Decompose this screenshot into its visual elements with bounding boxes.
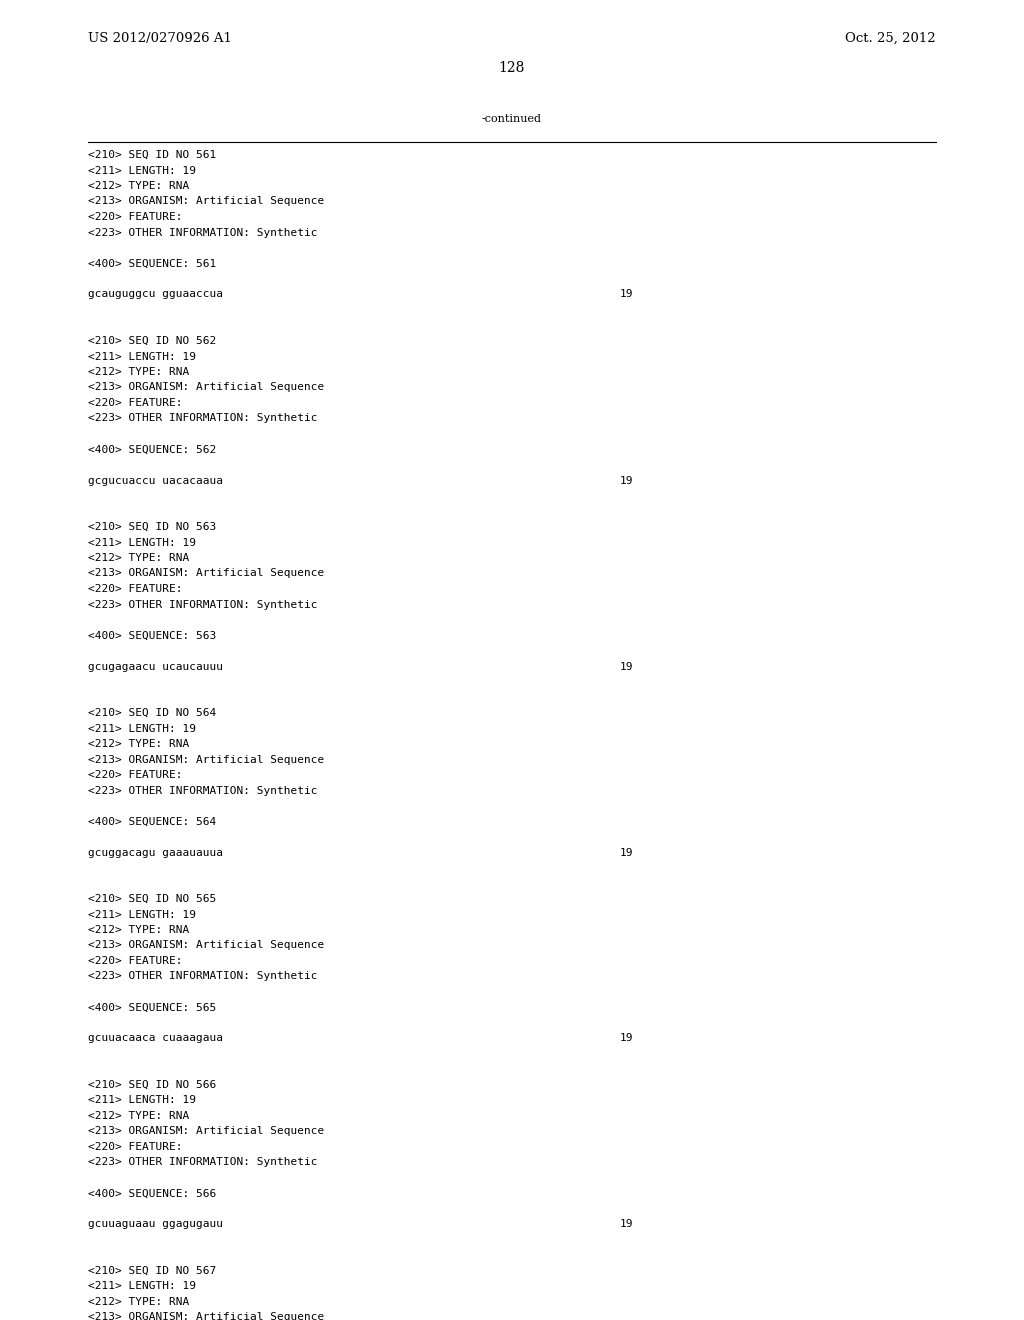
Text: <400> SEQUENCE: 563: <400> SEQUENCE: 563 — [88, 631, 216, 640]
Text: <213> ORGANISM: Artificial Sequence: <213> ORGANISM: Artificial Sequence — [88, 1126, 325, 1137]
Text: <212> TYPE: RNA: <212> TYPE: RNA — [88, 925, 189, 935]
Text: gcgucuaccu uacacaaua: gcgucuaccu uacacaaua — [88, 475, 223, 486]
Text: gcugagaacu ucaucauuu: gcugagaacu ucaucauuu — [88, 661, 223, 672]
Text: -continued: -continued — [482, 114, 542, 124]
Text: <400> SEQUENCE: 564: <400> SEQUENCE: 564 — [88, 817, 216, 826]
Text: gcuuaguaau ggagugauu: gcuuaguaau ggagugauu — [88, 1220, 223, 1229]
Text: <212> TYPE: RNA: <212> TYPE: RNA — [88, 181, 189, 191]
Text: <211> LENGTH: 19: <211> LENGTH: 19 — [88, 351, 196, 362]
Text: <210> SEQ ID NO 567: <210> SEQ ID NO 567 — [88, 1266, 216, 1276]
Text: 19: 19 — [620, 1220, 634, 1229]
Text: gcauguggcu gguaaccua: gcauguggcu gguaaccua — [88, 289, 223, 300]
Text: <220> FEATURE:: <220> FEATURE: — [88, 1142, 182, 1152]
Text: 19: 19 — [620, 289, 634, 300]
Text: <210> SEQ ID NO 562: <210> SEQ ID NO 562 — [88, 337, 216, 346]
Text: <400> SEQUENCE: 561: <400> SEQUENCE: 561 — [88, 259, 216, 268]
Text: 19: 19 — [620, 475, 634, 486]
Text: <210> SEQ ID NO 564: <210> SEQ ID NO 564 — [88, 708, 216, 718]
Text: <212> TYPE: RNA: <212> TYPE: RNA — [88, 367, 189, 378]
Text: <220> FEATURE:: <220> FEATURE: — [88, 583, 182, 594]
Text: <220> FEATURE:: <220> FEATURE: — [88, 213, 182, 222]
Text: <211> LENGTH: 19: <211> LENGTH: 19 — [88, 909, 196, 920]
Text: <223> OTHER INFORMATION: Synthetic: <223> OTHER INFORMATION: Synthetic — [88, 413, 317, 424]
Text: <213> ORGANISM: Artificial Sequence: <213> ORGANISM: Artificial Sequence — [88, 755, 325, 764]
Text: <211> LENGTH: 19: <211> LENGTH: 19 — [88, 1282, 196, 1291]
Text: <400> SEQUENCE: 562: <400> SEQUENCE: 562 — [88, 445, 216, 454]
Text: <213> ORGANISM: Artificial Sequence: <213> ORGANISM: Artificial Sequence — [88, 383, 325, 392]
Text: <213> ORGANISM: Artificial Sequence: <213> ORGANISM: Artificial Sequence — [88, 940, 325, 950]
Text: <210> SEQ ID NO 561: <210> SEQ ID NO 561 — [88, 150, 216, 160]
Text: <223> OTHER INFORMATION: Synthetic: <223> OTHER INFORMATION: Synthetic — [88, 599, 317, 610]
Text: <220> FEATURE:: <220> FEATURE: — [88, 770, 182, 780]
Text: <210> SEQ ID NO 563: <210> SEQ ID NO 563 — [88, 521, 216, 532]
Text: 19: 19 — [620, 1034, 634, 1044]
Text: Oct. 25, 2012: Oct. 25, 2012 — [846, 32, 936, 45]
Text: gcuuacaaca cuaaagaua: gcuuacaaca cuaaagaua — [88, 1034, 223, 1044]
Text: <223> OTHER INFORMATION: Synthetic: <223> OTHER INFORMATION: Synthetic — [88, 785, 317, 796]
Text: gcuggacagu gaaauauua: gcuggacagu gaaauauua — [88, 847, 223, 858]
Text: <211> LENGTH: 19: <211> LENGTH: 19 — [88, 723, 196, 734]
Text: 128: 128 — [499, 61, 525, 75]
Text: <212> TYPE: RNA: <212> TYPE: RNA — [88, 1111, 189, 1121]
Text: <220> FEATURE:: <220> FEATURE: — [88, 399, 182, 408]
Text: <212> TYPE: RNA: <212> TYPE: RNA — [88, 739, 189, 748]
Text: <223> OTHER INFORMATION: Synthetic: <223> OTHER INFORMATION: Synthetic — [88, 972, 317, 982]
Text: <400> SEQUENCE: 565: <400> SEQUENCE: 565 — [88, 1002, 216, 1012]
Text: <211> LENGTH: 19: <211> LENGTH: 19 — [88, 165, 196, 176]
Text: <210> SEQ ID NO 565: <210> SEQ ID NO 565 — [88, 894, 216, 904]
Text: 19: 19 — [620, 661, 634, 672]
Text: <212> TYPE: RNA: <212> TYPE: RNA — [88, 553, 189, 564]
Text: <213> ORGANISM: Artificial Sequence: <213> ORGANISM: Artificial Sequence — [88, 569, 325, 578]
Text: <210> SEQ ID NO 566: <210> SEQ ID NO 566 — [88, 1080, 216, 1090]
Text: <211> LENGTH: 19: <211> LENGTH: 19 — [88, 537, 196, 548]
Text: <223> OTHER INFORMATION: Synthetic: <223> OTHER INFORMATION: Synthetic — [88, 1158, 317, 1167]
Text: <223> OTHER INFORMATION: Synthetic: <223> OTHER INFORMATION: Synthetic — [88, 227, 317, 238]
Text: <211> LENGTH: 19: <211> LENGTH: 19 — [88, 1096, 196, 1105]
Text: <212> TYPE: RNA: <212> TYPE: RNA — [88, 1298, 189, 1307]
Text: <400> SEQUENCE: 566: <400> SEQUENCE: 566 — [88, 1188, 216, 1199]
Text: <220> FEATURE:: <220> FEATURE: — [88, 956, 182, 966]
Text: <213> ORGANISM: Artificial Sequence: <213> ORGANISM: Artificial Sequence — [88, 197, 325, 206]
Text: US 2012/0270926 A1: US 2012/0270926 A1 — [88, 32, 231, 45]
Text: 19: 19 — [620, 847, 634, 858]
Text: <213> ORGANISM: Artificial Sequence: <213> ORGANISM: Artificial Sequence — [88, 1312, 325, 1320]
